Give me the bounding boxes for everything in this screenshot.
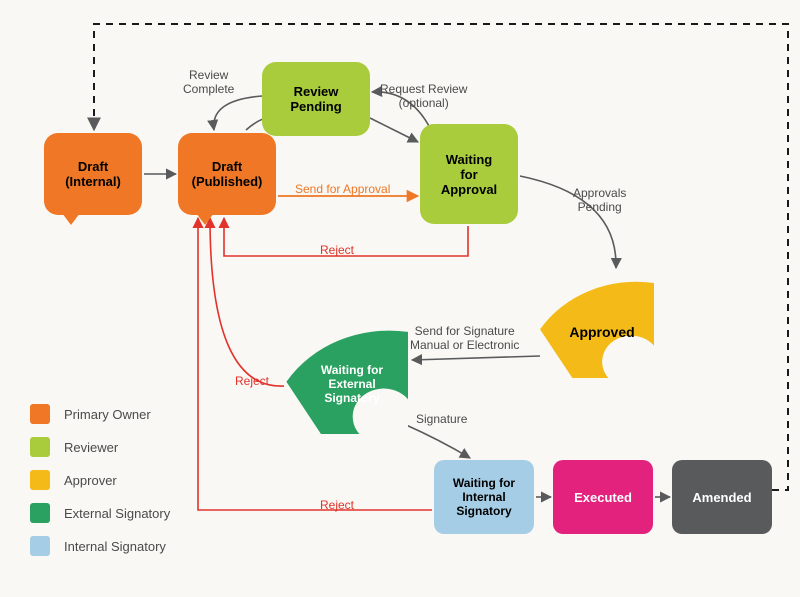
legend-label: Internal Signatory [64, 539, 166, 554]
node-amended: Amended [672, 460, 772, 534]
node-approved: Approved [534, 270, 654, 378]
legend-swatch [30, 437, 50, 457]
legend-label: Primary Owner [64, 407, 151, 422]
legend-swatch [30, 503, 50, 523]
edge-label-reject1: Reject [320, 243, 354, 257]
edge-label-sendforsig: Send for Signature Manual or Electronic [410, 324, 519, 353]
flowchart-stage: Draft (Internal)Draft (Published)Review … [0, 0, 800, 597]
legend-label: Approver [64, 473, 117, 488]
node-review_pending: Review Pending [262, 62, 370, 136]
legend-label: Reviewer [64, 440, 118, 455]
node-waiting_external: Waiting for External Signatory [280, 318, 408, 434]
legend: Primary Owner Reviewer Approver External Si… [30, 391, 170, 569]
legend-item: Reviewer [30, 437, 170, 457]
edge-label-approvalspending: Approvals Pending [573, 186, 626, 215]
edge-signature [404, 424, 470, 458]
node-executed: Executed [553, 460, 653, 534]
edge-review-complete [214, 96, 262, 130]
edge-label-requestreview: Request Review (optional) [380, 82, 467, 111]
node-waiting_approval: Waiting for Approval [420, 124, 518, 224]
edge-label-reject2: Reject [235, 374, 269, 388]
legend-swatch [30, 536, 50, 556]
legend-item: Internal Signatory [30, 536, 170, 556]
legend-swatch [30, 404, 50, 424]
edge-reviewpending-to-waiting [370, 118, 418, 142]
node-waiting_internal: Waiting for Internal Signatory [434, 460, 534, 534]
edge-reject-external [210, 218, 284, 386]
legend-item: Approver [30, 470, 170, 490]
edge-send-for-signature [412, 356, 540, 360]
edge-label-signature: Signature [416, 412, 467, 426]
legend-item: External Signatory [30, 503, 170, 523]
legend-swatch [30, 470, 50, 490]
node-draft_internal: Draft (Internal) [44, 133, 142, 215]
legend-label: External Signatory [64, 506, 170, 521]
edge-label-reject3: Reject [320, 498, 354, 512]
edge-label-reviewcomplete: Review Complete [183, 68, 234, 97]
node-draft_published: Draft (Published) [178, 133, 276, 215]
legend-item: Primary Owner [30, 404, 170, 424]
edge-label-sendapproval: Send for Approval [295, 182, 390, 196]
